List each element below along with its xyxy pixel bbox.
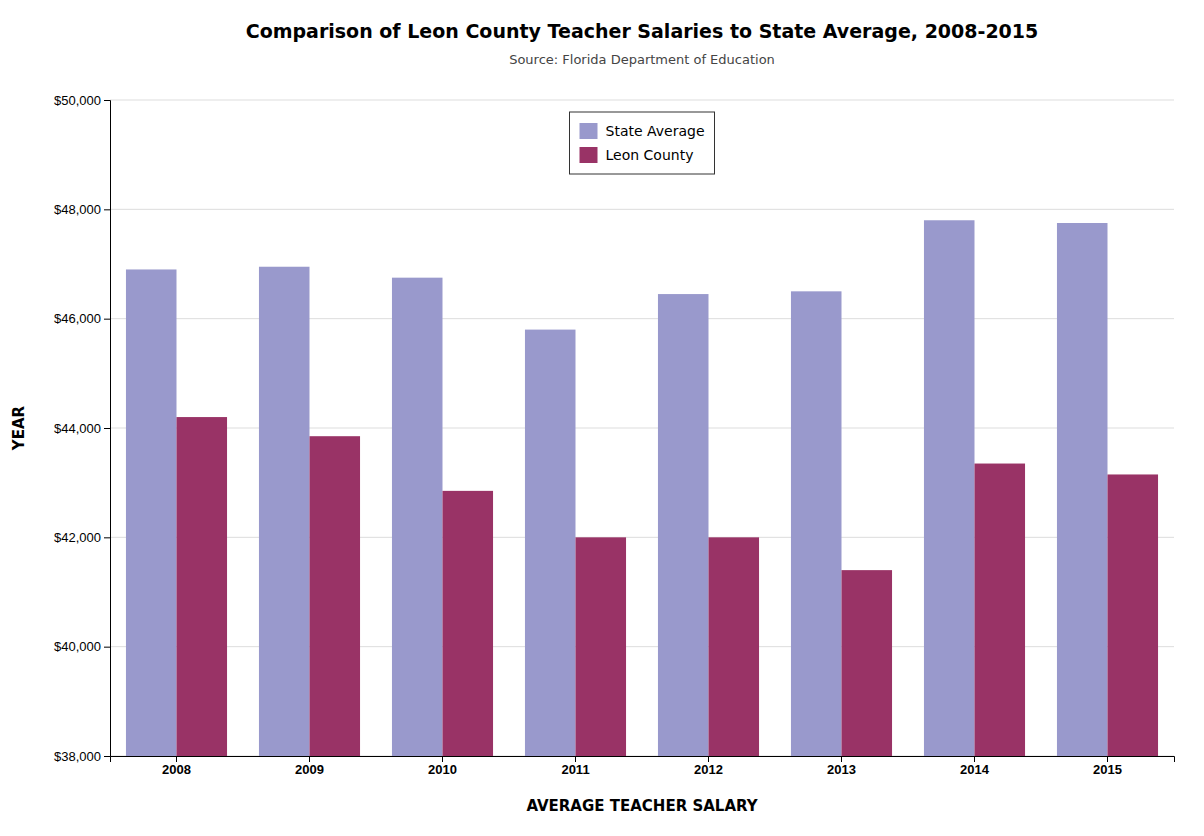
bars xyxy=(126,220,1158,756)
bar xyxy=(924,220,975,756)
x-axis-line xyxy=(111,757,1175,763)
bar xyxy=(842,570,893,756)
title: Comparison of Leon County Teacher Salari… xyxy=(246,20,1039,42)
y-tick-mark xyxy=(104,537,110,538)
x-tick-label: 2009 xyxy=(295,762,324,777)
y-tick: $44,000 xyxy=(54,421,110,436)
x-tick-mark xyxy=(575,756,576,762)
bar xyxy=(709,537,760,756)
y-tick-mark xyxy=(104,209,110,210)
bar xyxy=(1108,474,1159,756)
y-tick: $50,000 xyxy=(54,93,110,108)
bar xyxy=(975,464,1026,756)
y-tick-label: $42,000 xyxy=(54,530,101,545)
plot: $38,000 $40,000 $42,000 $44,000 $46,000 $48,0… xyxy=(54,93,1175,836)
series xyxy=(126,220,1108,756)
x-tick: 2009 xyxy=(295,756,324,777)
y-tick-mark xyxy=(104,428,110,429)
x-tick-mark xyxy=(442,756,443,762)
x-tick: 2008 xyxy=(162,756,191,777)
x-axis: 2008 2009 2010 2011 2012 2013 2014 2015 xyxy=(111,756,1175,777)
y-tick: $42,000 xyxy=(54,530,110,545)
x-tick: 2010 xyxy=(428,756,457,777)
y-tick: $38,000 xyxy=(54,749,110,764)
y-tick-label: $40,000 xyxy=(54,639,101,654)
bar xyxy=(658,294,709,756)
legend-label: State Average xyxy=(606,123,705,139)
legend-frame xyxy=(570,112,715,174)
bar xyxy=(791,291,842,756)
legend: State Average Leon County xyxy=(570,112,715,174)
grid-line xyxy=(110,100,1174,101)
y-tick: $48,000 xyxy=(54,202,110,217)
y-axis: $38,000 $40,000 $42,000 $44,000 $46,000 $48,0… xyxy=(54,93,111,764)
y-tick-mark xyxy=(104,100,110,101)
y-tick-label: $48,000 xyxy=(54,202,101,217)
bar xyxy=(525,330,576,756)
bar xyxy=(177,417,228,756)
x-axis-title: AVERAGE TEACHER SALARY xyxy=(526,797,758,815)
x-tick: 2013 xyxy=(827,756,856,777)
x-tick-label: 2013 xyxy=(827,762,856,777)
x-tick-mark xyxy=(708,756,709,762)
y-tick-label: $38,000 xyxy=(54,749,101,764)
x-tick: 2011 xyxy=(561,756,589,777)
y-tick-label: $50,000 xyxy=(54,93,101,108)
x-tick-mark xyxy=(841,756,842,762)
legend-item: Leon County xyxy=(580,147,694,163)
bar xyxy=(443,491,494,756)
y-tick: $46,000 xyxy=(54,311,110,326)
x-tick-label: 2010 xyxy=(428,762,457,777)
bar xyxy=(1057,223,1108,756)
y-tick: $40,000 xyxy=(54,639,110,654)
y-tick-mark xyxy=(104,319,110,320)
legend-swatch xyxy=(580,123,598,139)
x-tick: 2014 xyxy=(960,756,990,777)
bar xyxy=(392,278,443,756)
y-axis-line xyxy=(104,101,111,757)
x-tick-mark xyxy=(176,756,177,762)
bar xyxy=(259,267,310,756)
y-tick-mark xyxy=(104,756,110,757)
series xyxy=(177,417,1159,756)
y-tick-mark xyxy=(104,647,110,648)
x-tick-mark xyxy=(309,756,310,762)
x-tick-mark xyxy=(974,756,975,762)
legend-item: State Average xyxy=(580,123,705,139)
x-tick-mark xyxy=(1107,756,1108,762)
x-tick-label: 2015 xyxy=(1093,762,1122,777)
x-tick: 2015 xyxy=(1093,756,1122,777)
bar xyxy=(576,537,627,756)
y-tick-label: $44,000 xyxy=(54,421,101,436)
bar xyxy=(310,436,361,756)
x-tick-label: 2011 xyxy=(561,762,589,777)
x-tick-label: 2008 xyxy=(162,762,191,777)
grid-line xyxy=(110,209,1174,210)
x-tick-label: 2014 xyxy=(960,762,990,777)
x-tick: 2012 xyxy=(694,756,723,777)
chart: Comparison of Leon County Teacher Salari… xyxy=(0,0,1204,836)
x-tick-label: 2012 xyxy=(694,762,723,777)
legend-swatch xyxy=(580,147,598,163)
y-tick-label: $46,000 xyxy=(54,311,101,326)
subtitle: Source: Florida Department of Education xyxy=(509,52,775,67)
legend-label: Leon County xyxy=(606,147,694,163)
y-axis-title: YEAR xyxy=(10,405,28,451)
bar xyxy=(126,269,177,756)
